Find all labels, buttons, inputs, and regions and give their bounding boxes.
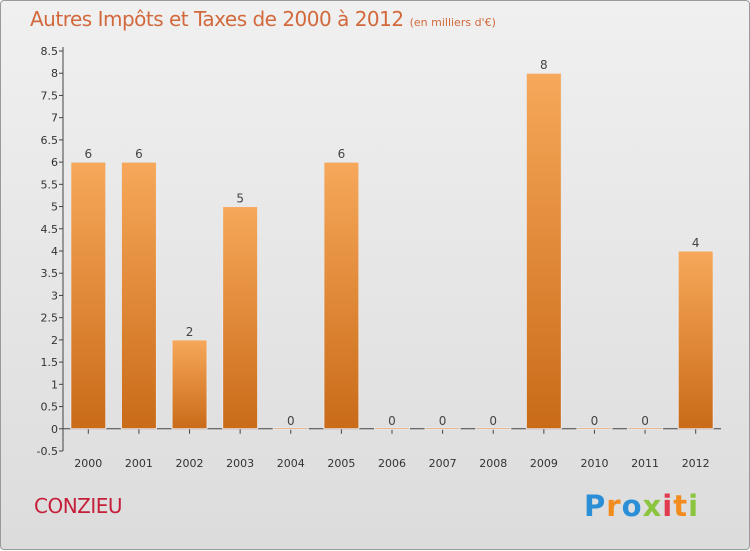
logo-letter: r <box>606 489 622 523</box>
value-label-2010: 0 <box>591 414 599 428</box>
value-label-2002: 2 <box>186 325 194 339</box>
x-tick-label-2003: 2003 <box>226 457 254 470</box>
y-tick-label: 4.5 <box>41 223 59 236</box>
y-tick-label: 7.5 <box>41 89 59 102</box>
x-tick-label-2006: 2006 <box>378 457 406 470</box>
value-label-2003: 5 <box>236 192 244 206</box>
y-tick-label: 2 <box>51 334 58 347</box>
x-tick-label-2009: 2009 <box>530 457 558 470</box>
y-tick-label: 8 <box>51 67 58 80</box>
logo-letter: x <box>642 489 663 523</box>
bar-2012 <box>677 250 714 430</box>
logo-letter: o <box>621 489 643 523</box>
y-tick-label: 5.5 <box>41 178 59 191</box>
y-tick-label: 1 <box>51 378 58 391</box>
value-label-2006: 0 <box>388 414 396 428</box>
value-label-2007: 0 <box>439 414 447 428</box>
bar-2000 <box>70 161 107 430</box>
value-label-2001: 6 <box>135 147 143 161</box>
y-tick-label: 6.5 <box>41 134 59 147</box>
value-labels: 6 6 2 5 0 6 0 0 0 8 0 0 4 <box>84 58 699 428</box>
value-label-2004: 0 <box>287 414 295 428</box>
x-tick-label-2007: 2007 <box>429 457 457 470</box>
town-name: CONZIEU <box>34 494 123 518</box>
logo-letter: P <box>584 489 607 523</box>
bar-2004 <box>272 427 309 430</box>
bars <box>70 72 714 430</box>
bar-2008 <box>475 427 512 430</box>
x-tick-label-2008: 2008 <box>479 457 507 470</box>
bar-2006 <box>374 427 410 430</box>
bar-2010 <box>576 427 613 430</box>
x-tick-label-2002: 2002 <box>176 457 204 470</box>
y-tick-label: 2.5 <box>41 312 59 325</box>
y-tick-label: 6 <box>51 156 58 169</box>
value-label-2011: 0 <box>641 414 649 428</box>
y-tick-label: 0.5 <box>41 401 59 414</box>
chart-title: Autres Impôts et Taxes de 2000 à 2012 (en… <box>30 7 496 31</box>
logo-letter: t <box>673 489 689 523</box>
bar-2007 <box>424 427 461 430</box>
value-label-2009: 8 <box>540 58 548 72</box>
bar-2011 <box>627 427 664 430</box>
x-tick-label-2010: 2010 <box>580 457 608 470</box>
bar-2001 <box>120 161 157 430</box>
y-tick-label: 3 <box>51 289 58 302</box>
x-tick-label-2001: 2001 <box>125 457 153 470</box>
proxiti-logo: Proxiti <box>584 489 699 523</box>
bar-2005 <box>323 161 360 430</box>
bar-2002 <box>171 339 208 430</box>
x-tick-label-2004: 2004 <box>277 457 305 470</box>
logo-letter: i <box>662 489 674 523</box>
logo-letter: i <box>688 489 700 523</box>
value-label-2000: 6 <box>84 147 92 161</box>
x-tick-label-2005: 2005 <box>327 457 355 470</box>
y-tick-label: 3.5 <box>41 267 59 280</box>
y-tick-label: 8.5 <box>41 45 59 58</box>
y-tick-label: 0 <box>51 423 58 436</box>
y-tick-label: 1.5 <box>41 356 59 369</box>
axes: -0.5 0 0.5 1 1.5 2 2.5 3 3.5 4 4.5 5 5.5 6 6.5 7 7.5 8 8.5… <box>37 45 721 470</box>
x-tick-label-2000: 2000 <box>74 457 102 470</box>
value-label-2008: 0 <box>489 414 497 428</box>
bar-2003 <box>222 206 259 430</box>
x-tick-label-2011: 2011 <box>631 457 659 470</box>
bar-2009 <box>525 72 562 430</box>
x-tick-label-2012: 2012 <box>682 457 710 470</box>
y-tick-label: -0.5 <box>37 445 58 458</box>
y-tick-label: 5 <box>51 201 58 214</box>
value-label-2012: 4 <box>692 236 700 250</box>
value-label-2005: 6 <box>338 147 346 161</box>
y-tick-label: 4 <box>51 245 58 258</box>
chart-subtitle: (en milliers d'€) <box>409 16 496 29</box>
chart-title-text: Autres Impôts et Taxes de 2000 à 2012 <box>30 7 404 31</box>
y-tick-label: 7 <box>51 112 58 125</box>
